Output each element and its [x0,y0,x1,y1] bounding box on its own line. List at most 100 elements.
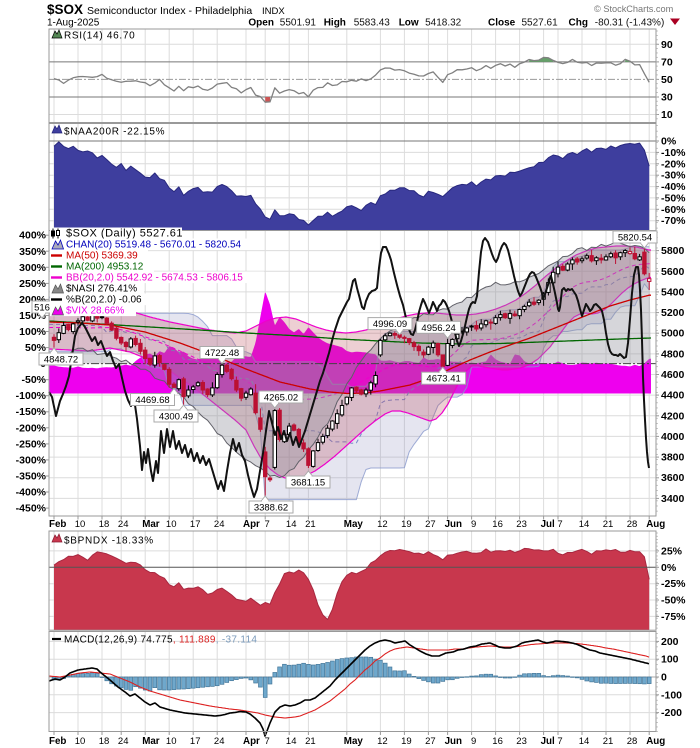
svg-text:4800: 4800 [661,348,685,360]
svg-text:5800: 5800 [661,245,685,257]
svg-text:4956.24: 4956.24 [421,323,455,334]
svg-text:Jun: Jun [445,736,462,747]
svg-text:14: 14 [579,519,590,530]
svg-text:CHAN(20) 5519.48 - 5670.01 - 5: CHAN(20) 5519.48 - 5670.01 - 5820.54 [66,240,242,251]
svg-text:4300.49: 4300.49 [159,412,193,423]
svg-text:25%: 25% [661,545,683,557]
svg-text:9: 9 [471,519,476,530]
svg-text:5583.43: 5583.43 [354,18,391,29]
svg-text:Aug: Aug [646,519,665,530]
svg-text:7: 7 [265,736,270,747]
svg-text:Jul: Jul [541,736,555,747]
svg-text:18: 18 [99,519,110,530]
svg-text:© StockCharts.com: © StockCharts.com [594,4,674,14]
svg-text:21: 21 [305,736,316,747]
svg-text:27: 27 [425,736,436,747]
svg-text:516: 516 [34,303,50,314]
svg-text:-150%: -150% [16,406,47,418]
svg-text:24: 24 [214,519,225,530]
svg-text:10: 10 [166,736,177,747]
svg-text:RSI(14) 46.70: RSI(14) 46.70 [64,31,135,42]
svg-text:MA(200) 4953.12: MA(200) 4953.12 [66,262,144,273]
svg-text:90: 90 [661,39,673,51]
svg-text:Open: Open [248,18,274,29]
svg-text:12: 12 [377,736,388,747]
svg-text:7: 7 [265,519,270,530]
svg-text:-70%: -70% [661,215,686,227]
svg-text:3400: 3400 [661,493,685,505]
svg-text:27: 27 [425,519,436,530]
svg-text:-40%: -40% [661,181,686,193]
svg-text:14: 14 [286,736,297,747]
svg-text:17: 17 [190,736,201,747]
svg-text:23: 23 [516,736,527,747]
svg-text:3800: 3800 [661,452,685,464]
svg-text:-10%: -10% [661,147,686,159]
svg-text:5820.54: 5820.54 [618,233,652,244]
svg-text:%B(20,2.0) -0.06: %B(20,2.0) -0.06 [66,295,142,306]
svg-text:50: 50 [661,74,673,86]
svg-text:24: 24 [214,736,225,747]
svg-text:9: 9 [471,736,476,747]
svg-text:-75%: -75% [661,611,686,623]
svg-text:5527.61: 5527.61 [522,18,559,29]
svg-text:Jul: Jul [541,519,555,530]
svg-text:16: 16 [492,519,503,530]
svg-text:4673.41: 4673.41 [426,374,460,385]
svg-text:Apr: Apr [243,519,260,530]
svg-text:-30%: -30% [661,170,686,182]
svg-text:100: 100 [661,654,679,666]
svg-text:24: 24 [118,519,129,530]
svg-text:$VIX 28.66%: $VIX 28.66% [66,306,124,317]
svg-text:0%: 0% [661,562,677,574]
svg-text:4400: 4400 [661,390,685,402]
svg-text:21: 21 [603,736,614,747]
svg-text:Semiconductor Index - Philadel: Semiconductor Index - Philadelphia [87,5,252,17]
svg-text:100%: 100% [19,326,47,338]
svg-text:$NAA200R -22.15%: $NAA200R -22.15% [64,127,165,138]
svg-text:$NASI 276.41%: $NASI 276.41% [66,284,137,295]
svg-text:-50%: -50% [661,595,686,607]
svg-text:4000: 4000 [661,431,685,443]
svg-text:-100: -100 [661,689,682,701]
svg-text:Feb: Feb [49,736,66,747]
svg-text:24: 24 [118,736,129,747]
svg-text:3600: 3600 [661,472,685,484]
svg-text:400%: 400% [19,230,47,242]
svg-text:18: 18 [99,736,110,747]
svg-text:-400%: -400% [16,487,47,499]
svg-text:5501.91: 5501.91 [280,18,317,29]
svg-text:-20%: -20% [661,158,686,170]
svg-text:-100%: -100% [16,390,47,402]
svg-text:Jun: Jun [445,519,462,530]
svg-text:21: 21 [305,519,316,530]
svg-text:May: May [344,519,364,530]
svg-text:28: 28 [627,736,638,747]
svg-text:12: 12 [377,519,388,530]
svg-text:5600: 5600 [661,266,685,278]
svg-text:Mar: Mar [142,736,160,747]
svg-text:-450%: -450% [16,503,47,515]
svg-text:4265.02: 4265.02 [264,393,298,404]
svg-text:0%: 0% [661,136,677,148]
svg-text:21: 21 [603,519,614,530]
svg-text:10: 10 [166,519,177,530]
svg-text:-80.31 (-1.43%): -80.31 (-1.43%) [595,18,664,29]
svg-text:10: 10 [661,109,673,121]
svg-text:3388.62: 3388.62 [254,503,288,514]
svg-text:10: 10 [75,519,86,530]
svg-text:5000: 5000 [661,328,685,340]
svg-text:$SOX: $SOX [47,2,83,17]
svg-text:Mar: Mar [142,519,160,530]
svg-text:BB(20,2.0) 5542.92 - 5674.53 -: BB(20,2.0) 5542.92 - 5674.53 - 5806.15 [66,273,243,284]
svg-text:-60%: -60% [661,204,686,216]
svg-text:19: 19 [401,736,412,747]
svg-text:-200%: -200% [16,422,47,434]
svg-text:-50%: -50% [661,192,686,204]
svg-text:-350%: -350% [16,471,47,483]
svg-text:5200: 5200 [661,307,685,319]
svg-text:MACD(12,26,9) 74.775, 111.889,: MACD(12,26,9) 74.775, 111.889, -37.114 [64,635,257,646]
svg-text:350%: 350% [19,246,47,258]
svg-text:300%: 300% [19,262,47,274]
svg-text:-300%: -300% [16,454,47,466]
